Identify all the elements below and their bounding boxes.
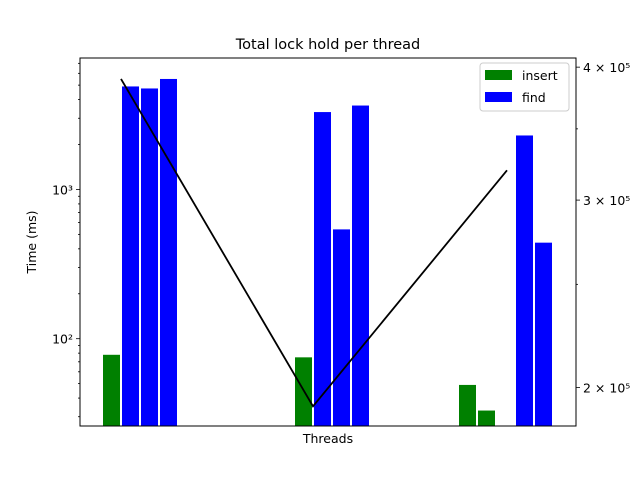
legend: insert find [479, 62, 570, 112]
y-axis-left: 10² 10³ [52, 62, 80, 418]
y-axis-label: Time (ms) [24, 210, 39, 274]
bar-find [141, 88, 158, 426]
bar-insert [459, 384, 476, 426]
bar-find [160, 78, 177, 426]
legend-label-find: find [522, 90, 546, 105]
chart-title: Total lock hold per thread [235, 37, 420, 53]
y2-tick-label: 2 × 10⁵ [583, 380, 630, 395]
bar-insert [103, 354, 120, 426]
bar-find [122, 86, 139, 426]
legend-swatch-insert [485, 70, 512, 80]
x-axis-label: Threads [302, 431, 353, 446]
y-axis-right: 2 × 10⁵ 3 × 10⁵ 4 × 10⁵ [576, 60, 630, 395]
plot-frame [79, 57, 577, 427]
y-tick-label: 10³ [52, 182, 73, 197]
bar-find [314, 112, 331, 426]
legend-label-insert: insert [522, 68, 558, 83]
bar-find [535, 242, 552, 426]
bar-find [333, 229, 350, 426]
bars-layer [103, 78, 552, 427]
line-layer [120, 78, 508, 408]
series-line [120, 78, 508, 408]
y2-tick-label: 3 × 10⁵ [583, 193, 630, 208]
y-tick-label: 10² [52, 332, 73, 347]
legend-swatch-find [485, 92, 512, 102]
bar-find [352, 105, 369, 427]
y2-tick-label: 4 × 10⁵ [583, 60, 630, 75]
bar-insert [478, 410, 495, 426]
bar-find [516, 135, 533, 426]
